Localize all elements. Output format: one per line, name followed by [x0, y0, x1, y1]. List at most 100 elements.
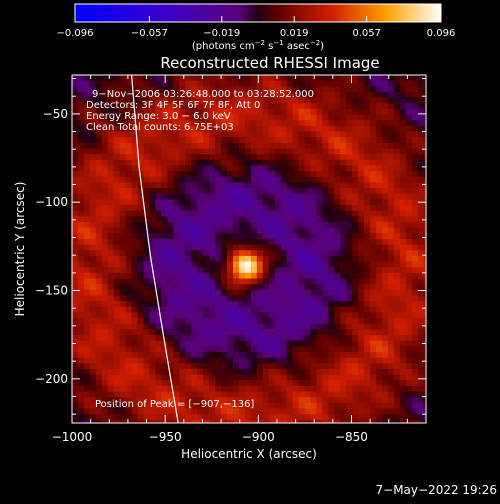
heatmap-cell	[340, 120, 347, 127]
heatmap-cell	[149, 91, 157, 99]
heatmap-cell	[328, 312, 335, 319]
heatmap-cell	[376, 374, 383, 381]
heatmap-cell	[352, 357, 359, 364]
heatmap-cell	[292, 374, 300, 381]
heatmap-cell	[346, 368, 353, 376]
heatmap-cell	[364, 148, 371, 155]
heatmap-cell	[322, 357, 329, 364]
heatmap-cell	[83, 318, 91, 325]
heatmap-cell	[399, 295, 407, 302]
heatmap-cell	[83, 137, 91, 144]
heatmap-cell	[232, 289, 240, 297]
heatmap-cell	[280, 340, 288, 347]
heatmap-cell	[358, 188, 365, 195]
heatmap-cell	[72, 125, 79, 133]
heatmap-cell	[238, 340, 246, 347]
heatmap-cell	[244, 391, 252, 398]
heatmap-cell	[370, 210, 377, 217]
heatmap-cell	[83, 306, 91, 314]
heatmap-cell	[256, 244, 264, 251]
heatmap-cell	[417, 255, 425, 263]
heatmap-cell	[244, 233, 252, 240]
heatmap-cell	[417, 306, 425, 314]
heatmap-cell	[101, 368, 109, 376]
heatmap-cell	[393, 171, 401, 178]
heatmap-cell	[298, 103, 306, 110]
heatmap-cell	[352, 397, 359, 404]
heatmap-cell	[209, 221, 216, 229]
heatmap-cell	[268, 278, 276, 285]
heatmap-cell	[125, 75, 133, 82]
x-axis-label: Heliocentric X (arcsec)	[181, 447, 317, 461]
heatmap-cell	[137, 284, 145, 291]
heatmap-cell	[131, 238, 139, 246]
heatmap-cell	[143, 346, 151, 353]
heatmap-cell	[292, 278, 300, 285]
heatmap-cell	[244, 154, 252, 161]
heatmap-cell	[131, 233, 139, 240]
heatmap-cell	[125, 255, 133, 263]
heatmap-cell	[352, 272, 359, 280]
heatmap-cell	[215, 182, 222, 189]
heatmap-cell	[286, 148, 294, 155]
heatmap-cell	[215, 414, 222, 421]
heatmap-cell	[298, 323, 306, 330]
heatmap-cell	[417, 125, 425, 133]
heatmap-cell	[286, 351, 294, 359]
heatmap-cell	[149, 159, 157, 167]
heatmap-cell	[393, 91, 401, 99]
heatmap-cell	[221, 125, 228, 133]
heatmap-cell	[137, 75, 145, 82]
heatmap-cell	[113, 250, 121, 257]
heatmap-cell	[304, 108, 312, 116]
heatmap-cell	[209, 227, 216, 234]
heatmap-cell	[95, 176, 103, 183]
heatmap-cell	[191, 114, 198, 121]
heatmap-cell	[304, 125, 312, 133]
heatmap-cell	[155, 295, 163, 302]
heatmap-cell	[250, 261, 258, 268]
heatmap-cell	[179, 114, 186, 121]
heatmap-cell	[411, 408, 419, 415]
heatmap-cell	[280, 238, 288, 246]
heatmap-cell	[411, 131, 419, 138]
heatmap-cell	[113, 272, 121, 280]
heatmap-cell	[72, 301, 79, 308]
heatmap-cell	[101, 306, 109, 314]
heatmap-cell	[393, 205, 401, 212]
heatmap-cell	[382, 318, 389, 325]
heatmap-cell	[256, 329, 264, 336]
heatmap-cell	[137, 193, 145, 200]
heatmap-cell	[203, 385, 210, 393]
heatmap-cell	[244, 221, 252, 229]
heatmap-cell	[119, 255, 127, 263]
heatmap-cell	[316, 261, 324, 268]
heatmap-cell	[387, 131, 395, 138]
colorbar-unit-label: (photons cm−2 s−1 asec−2)	[192, 39, 324, 52]
heatmap-cell	[411, 414, 419, 421]
heatmap-cell	[238, 380, 246, 387]
heatmap-cell	[215, 363, 222, 370]
heatmap-cell	[387, 391, 395, 398]
heatmap-cell	[316, 159, 324, 167]
heatmap-cell	[286, 171, 294, 178]
heatmap-cell	[382, 176, 389, 183]
heatmap-cell	[77, 346, 85, 353]
heatmap-cell	[179, 125, 186, 133]
heatmap-cell	[215, 301, 222, 308]
heatmap-cell	[167, 148, 174, 155]
heatmap-cell	[179, 238, 186, 246]
heatmap-cell	[399, 380, 407, 387]
heatmap-cell	[358, 233, 365, 240]
heatmap-cell	[387, 414, 395, 421]
heatmap-cell	[346, 391, 353, 398]
heatmap-cell	[352, 86, 359, 93]
heatmap-cell	[113, 199, 121, 206]
heatmap-cell	[256, 86, 264, 93]
heatmap-cell	[161, 278, 168, 285]
heatmap-cell	[227, 312, 234, 319]
heatmap-cell	[72, 103, 79, 110]
heatmap-cell	[411, 227, 419, 234]
heatmap-cell	[405, 284, 413, 291]
